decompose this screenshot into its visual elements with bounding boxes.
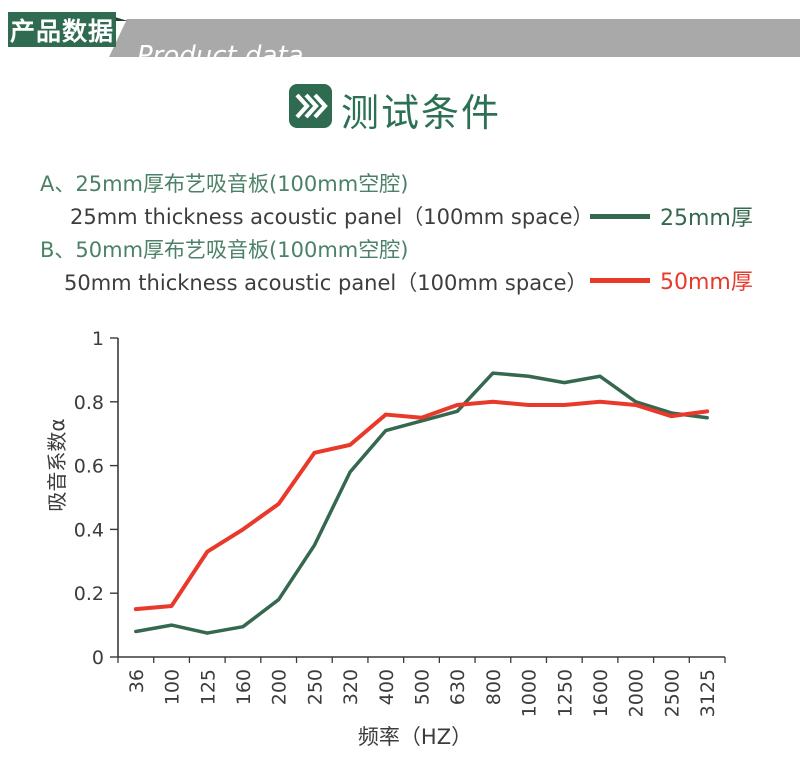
x-category-label: 100 [162,669,184,705]
x-category-label: 1600 [590,669,612,717]
legend-swatch-25mm [590,213,650,219]
x-category-label: 3125 [697,669,719,717]
x-category-label: 200 [269,669,291,705]
condition-a: A、25mm厚布艺吸音板(100mm空腔) 25mm thickness aco… [40,168,594,231]
condition-b-en: 50mm thickness acoustic panel（100mm spac… [64,271,588,295]
header-badge: 产品数据 [8,12,116,47]
x-category-label: 36 [126,669,148,693]
condition-b-zh: B、50mm厚布艺吸音板(100mm空腔) [40,238,409,262]
x-category-label: 400 [376,669,398,705]
x-category-label: 250 [304,669,326,705]
y-axis-title: 吸音系数α [45,418,69,511]
condition-b: B、50mm厚布艺吸音板(100mm空腔) 50mm thickness aco… [40,234,588,297]
legend-swatch-50mm [590,277,650,283]
x-category-label: 800 [483,669,505,705]
condition-a-en: 25mm thickness acoustic panel（100mm spac… [70,205,594,229]
x-category-label: 320 [340,669,362,705]
y-tick-label: 0.2 [74,583,104,605]
x-category-label: 125 [197,669,219,705]
x-category-label: 1250 [554,669,576,717]
x-category-label: 500 [412,669,434,705]
x-category-label: 2500 [661,669,683,717]
header-subtitle-en: Product data [137,41,304,71]
triple-chevron-right-icon [289,84,332,132]
y-tick-label: 1 [92,328,104,350]
x-category-label: 160 [233,669,255,705]
section-title: 测试条件 [0,82,800,135]
header-band: Product data [109,19,800,57]
y-tick-label: 0 [92,647,104,669]
y-tick-label: 0.6 [74,456,104,478]
legend-item-25mm: 25mm厚 [590,200,753,232]
page-header: Product data 产品数据 [0,0,800,60]
section-title-text: 测试条件 [341,91,502,135]
series-line-50mm厚 [133,399,710,612]
legend-label-50mm: 50mm厚 [660,270,753,295]
header-title-zh: 产品数据 [9,16,114,46]
legend-item-50mm: 50mm厚 [590,264,753,296]
x-category-label: 630 [447,669,469,705]
condition-a-zh: A、25mm厚布艺吸音板(100mm空腔) [40,172,409,196]
absorption-line-chart: 0 0.2 0.4 0.6 0.8 1 36 100 125 160 200 250 320 400 500… [0,320,800,758]
legend-label-25mm: 25mm厚 [660,206,753,231]
y-tick-label: 0.4 [74,519,104,541]
y-tick-label: 0.8 [74,392,104,414]
x-axis-title: 频率（HZ） [358,725,472,749]
x-category-label: 1000 [519,669,541,717]
series-line-25mm厚 [134,371,709,635]
chart-canvas: 0 0.2 0.4 0.6 0.8 1 36 100 125 160 200 250 320 400 500… [45,328,726,749]
x-category-label: 2000 [626,669,648,717]
